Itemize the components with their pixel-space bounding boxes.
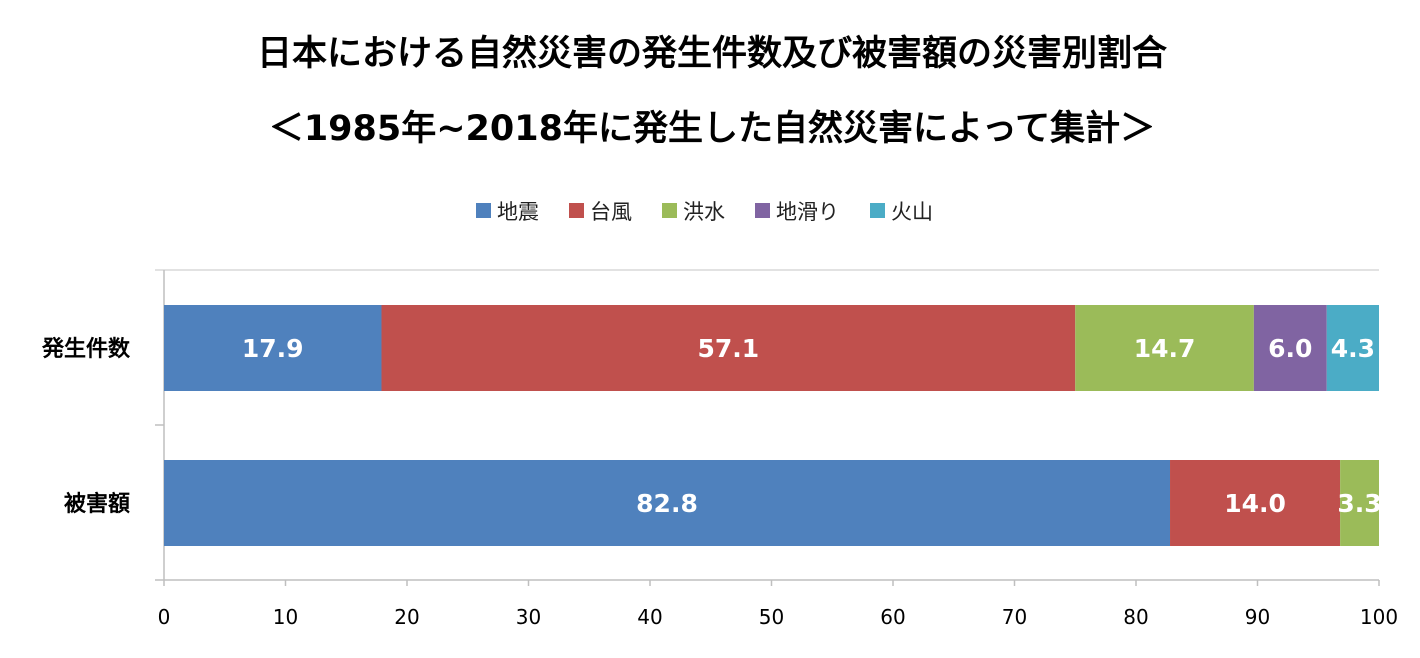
chart-subtitle: ＜1985年~2018年に発生した自然災害によって集計＞ bbox=[269, 108, 1155, 149]
legend-swatch-2 bbox=[662, 203, 677, 218]
data-label-0-1: 57.1 bbox=[698, 334, 760, 363]
x-tick-label-2: 20 bbox=[394, 605, 419, 629]
legend-label-3: 地滑り bbox=[776, 200, 839, 224]
category-label-1: 被害額 bbox=[64, 491, 130, 517]
category-label-0: 発生件数 bbox=[41, 336, 131, 362]
legend: 地震 台風 洪水 地滑り 火山 bbox=[476, 200, 933, 224]
legend-swatch-4 bbox=[870, 203, 885, 218]
legend-label-2: 洪水 bbox=[683, 200, 725, 224]
legend-swatch-3 bbox=[755, 203, 770, 218]
x-tick-label-5: 50 bbox=[759, 605, 784, 629]
legend-label-4: 火山 bbox=[891, 200, 933, 224]
chart-title: 日本における自然災害の発生件数及び被害額の災害別割合 bbox=[257, 33, 1167, 74]
x-tick-label-0: 0 bbox=[158, 605, 171, 629]
x-tick-label-4: 40 bbox=[637, 605, 662, 629]
bar-0-1 bbox=[381, 305, 1076, 391]
bar-1-1 bbox=[1170, 460, 1341, 546]
x-tick-label-8: 80 bbox=[1123, 605, 1148, 629]
data-label-0-4: 4.3 bbox=[1331, 334, 1375, 363]
data-label-1-2: 3.3 bbox=[1337, 489, 1381, 518]
bar-0-2 bbox=[1075, 305, 1254, 391]
data-label-1-0: 82.8 bbox=[636, 489, 698, 518]
x-tick-label-9: 90 bbox=[1245, 605, 1270, 629]
data-labels: 17.9 57.1 14.7 6.0 4.3 82.8 14.0 3.3 bbox=[242, 334, 1382, 518]
legend-label-0: 地震 bbox=[497, 200, 539, 224]
data-label-0-0: 17.9 bbox=[242, 334, 304, 363]
bar-0-4 bbox=[1326, 305, 1379, 391]
x-tick-label-3: 30 bbox=[516, 605, 541, 629]
x-tick-label-6: 60 bbox=[880, 605, 905, 629]
data-label-0-2: 14.7 bbox=[1134, 334, 1196, 363]
legend-label-1: 台風 bbox=[590, 200, 632, 224]
x-tick-label-1: 10 bbox=[273, 605, 298, 629]
bars bbox=[164, 305, 1379, 546]
x-tick-label-10: 100 bbox=[1360, 605, 1398, 629]
data-label-0-3: 6.0 bbox=[1268, 334, 1312, 363]
bar-1-2 bbox=[1340, 460, 1379, 546]
bar-0-0 bbox=[164, 305, 382, 391]
legend-swatch-1 bbox=[569, 203, 584, 218]
bar-1-0 bbox=[164, 460, 1171, 546]
data-label-1-1: 14.0 bbox=[1224, 489, 1286, 518]
x-tick-label-7: 70 bbox=[1002, 605, 1027, 629]
legend-swatch-0 bbox=[476, 203, 491, 218]
bar-0-3 bbox=[1253, 305, 1327, 391]
